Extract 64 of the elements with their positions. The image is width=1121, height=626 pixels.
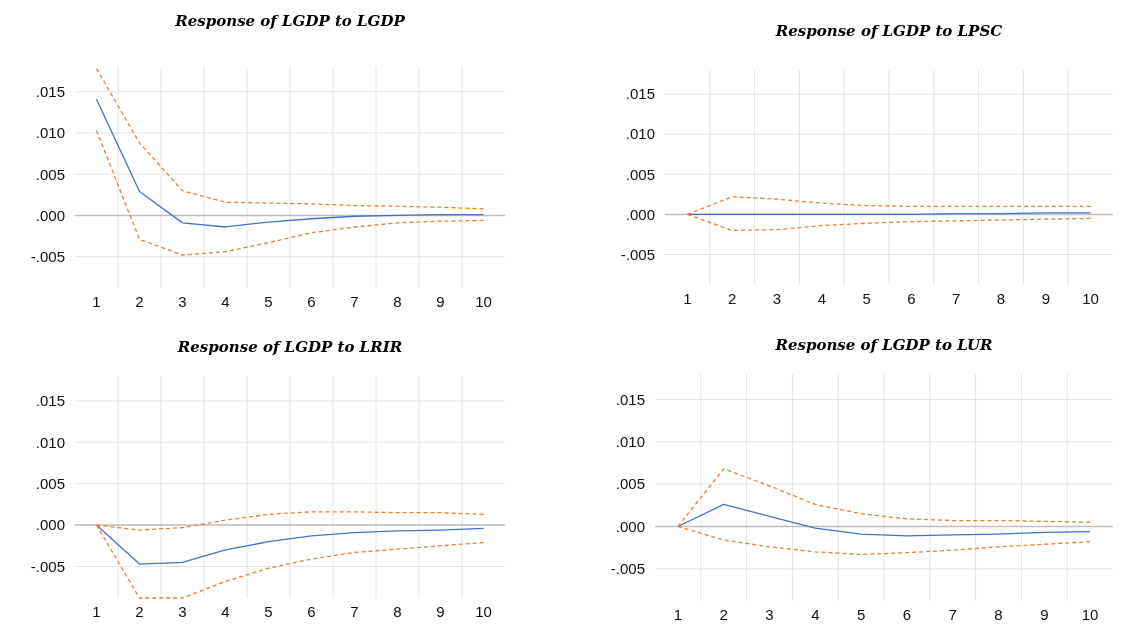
x-tick-label: 1 (683, 289, 692, 307)
x-tick-label: 2 (728, 289, 737, 307)
x-tick-label: 3 (765, 605, 774, 623)
x-tick-label: 9 (436, 292, 445, 310)
y-tick-label: -.005 (620, 245, 655, 263)
x-tick-label: 1 (92, 602, 101, 620)
x-tick-label: 4 (811, 605, 820, 623)
x-tick-label: 7 (948, 605, 957, 623)
x-tick-label: 7 (952, 289, 961, 307)
x-tick-label: 5 (264, 292, 273, 310)
y-tick-label: -.005 (30, 247, 65, 265)
y-tick-label: .005 (35, 165, 65, 183)
x-tick-label: 5 (264, 602, 273, 620)
x-tick-label: 10 (475, 602, 492, 620)
x-tick-label: 1 (92, 292, 101, 310)
y-tick-label: .000 (35, 516, 65, 534)
chart-title: Response of LGDP to LRIR (176, 338, 403, 356)
y-tick-label: -.005 (30, 557, 65, 575)
y-tick-label: .005 (35, 474, 65, 492)
x-tick-label: 10 (475, 292, 492, 310)
x-tick-label: 4 (817, 289, 826, 307)
x-tick-label: 8 (994, 605, 1003, 623)
x-tick-label: 1 (673, 605, 683, 623)
x-tick-label: 7 (350, 292, 359, 310)
x-tick-label: 8 (996, 289, 1006, 307)
x-tick-label: 2 (719, 605, 728, 623)
y-tick-label: .005 (625, 165, 655, 183)
y-tick-label: .000 (625, 205, 655, 223)
x-tick-label: 10 (1081, 605, 1099, 623)
y-tick-label: .015 (35, 83, 65, 101)
chart-title: Response of LGDP to LGDP (174, 12, 406, 30)
x-tick-label: 9 (1040, 605, 1049, 623)
x-tick-label: 7 (350, 602, 359, 620)
y-tick-label: .005 (615, 475, 645, 493)
y-tick-label: .015 (35, 392, 65, 410)
x-tick-label: 6 (307, 292, 316, 310)
y-tick-label: .010 (35, 433, 65, 451)
x-tick-label: 6 (907, 289, 916, 307)
x-tick-label: 4 (221, 602, 230, 620)
x-tick-label: 2 (135, 602, 144, 620)
x-tick-label: 9 (1041, 289, 1050, 307)
y-tick-label: .015 (625, 85, 655, 103)
x-tick-label: 5 (856, 605, 866, 623)
chart-title: Response of LGDP to LPSC (774, 22, 1003, 40)
x-tick-label: 2 (135, 292, 144, 310)
y-tick-label: .000 (35, 206, 65, 224)
y-tick-label: .010 (615, 433, 645, 451)
x-tick-label: 5 (862, 289, 871, 307)
y-tick-label: .000 (615, 517, 645, 535)
y-tick-label: .015 (615, 390, 645, 408)
x-tick-label: 4 (221, 292, 230, 310)
chart-title: Response of LGDP to LUR (774, 336, 993, 354)
x-tick-label: 6 (902, 605, 912, 623)
y-tick-label: .010 (35, 124, 65, 142)
x-tick-label: 8 (393, 292, 402, 310)
x-tick-label: 8 (393, 602, 402, 620)
x-tick-label: 3 (178, 602, 187, 620)
x-tick-label: 6 (307, 602, 316, 620)
y-tick-label: -.005 (610, 560, 645, 578)
x-tick-label: 3 (772, 289, 782, 307)
x-tick-label: 10 (1082, 289, 1099, 307)
x-tick-label: 9 (436, 602, 445, 620)
x-tick-label: 3 (178, 292, 187, 310)
y-tick-label: .010 (625, 125, 655, 143)
